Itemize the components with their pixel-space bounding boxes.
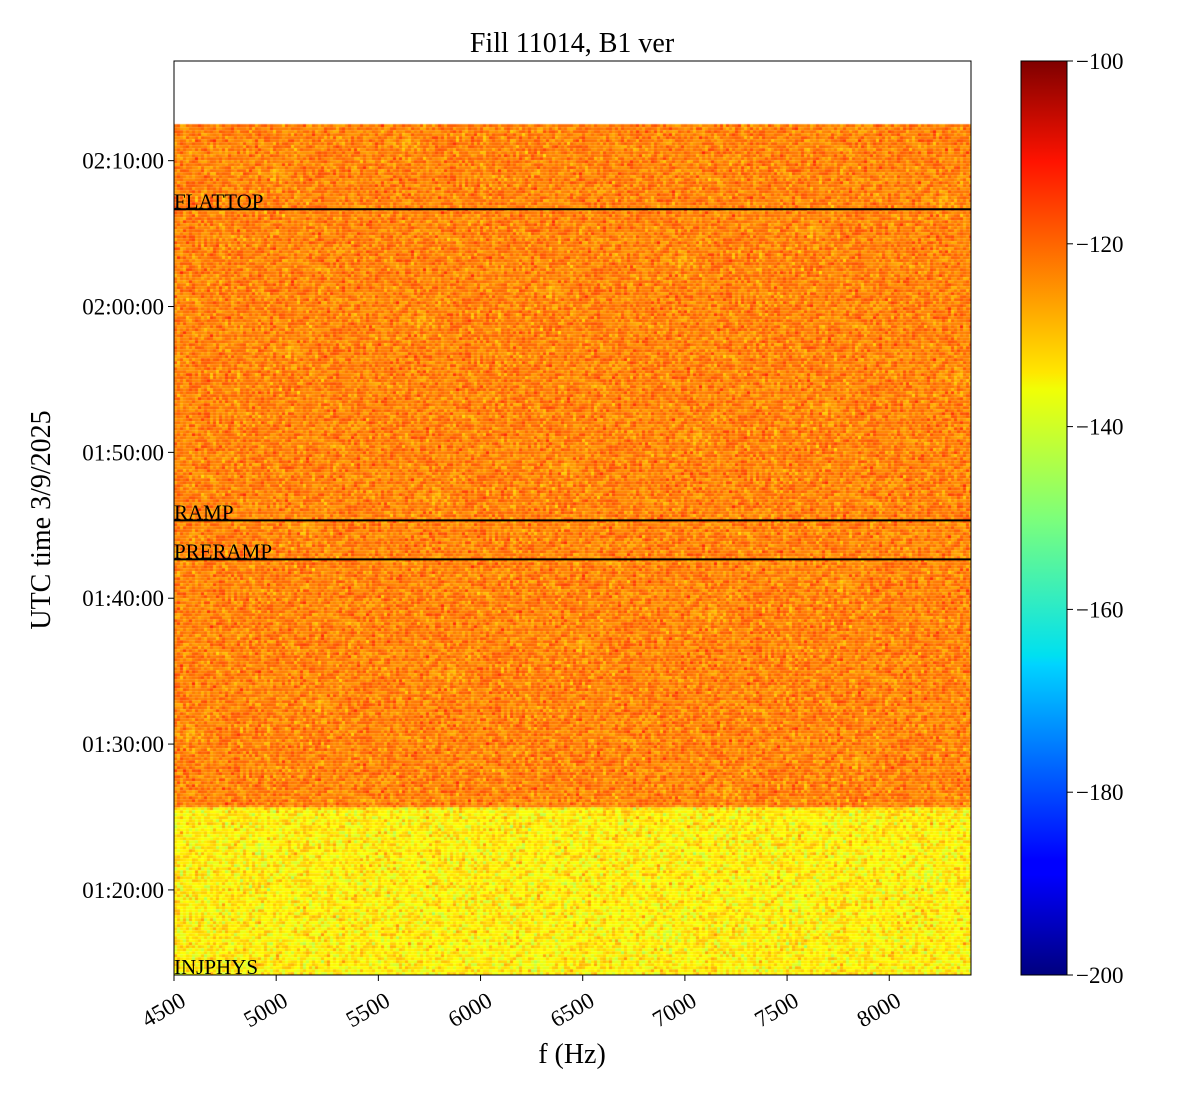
x-tick-label: 5500 xyxy=(342,988,394,1033)
y-tick-label: 02:10:00 xyxy=(82,149,164,174)
y-tick-label: 01:40:00 xyxy=(82,586,164,611)
colorbar xyxy=(1020,60,1068,976)
x-axis-ticks: 4500 5000 5500 6000 6500 7000 7500 8000 xyxy=(137,975,905,1032)
colorbar-ticks: −100 −120 −140 −160 −180 −200 xyxy=(1067,49,1123,988)
y-tick-label: 01:30:00 xyxy=(82,732,164,757)
x-tick-label: 7500 xyxy=(750,988,802,1033)
heatmap-cells xyxy=(174,61,971,975)
y-axis-label: UTC time 3/9/2025 xyxy=(26,410,57,629)
x-axis-label: f (Hz) xyxy=(538,1039,606,1070)
colorbar-tick-label: −120 xyxy=(1076,232,1123,257)
phase-label-flattop: FLATTOP xyxy=(174,189,263,213)
x-tick-label: 6500 xyxy=(546,988,598,1033)
colorbar-tick-label: −180 xyxy=(1076,780,1123,805)
chart-title: Fill 11014, B1 ver xyxy=(470,28,675,59)
y-tick-label: 01:20:00 xyxy=(82,878,164,903)
x-tick-label: 6000 xyxy=(444,988,496,1033)
x-tick-label: 5000 xyxy=(240,988,292,1033)
heatmap-area xyxy=(174,61,971,975)
x-tick-label: 4500 xyxy=(137,988,189,1033)
phase-label-ramp: RAMP xyxy=(174,500,234,524)
colorbar-tick-label: −160 xyxy=(1076,597,1123,622)
phase-label-preramp: PRERAMP xyxy=(174,539,272,563)
y-tick-label: 02:00:00 xyxy=(82,295,164,320)
y-tick-label: 01:50:00 xyxy=(82,440,164,465)
colorbar-tick-label: −140 xyxy=(1076,415,1123,440)
colorbar-tick-label: −100 xyxy=(1076,49,1123,74)
x-tick-label: 7000 xyxy=(648,988,700,1033)
plot-frame xyxy=(173,60,972,976)
x-tick-label: 8000 xyxy=(853,988,905,1033)
y-axis-ticks: 01:20:00 01:30:00 01:40:00 01:50:00 02:00:00… xyxy=(82,149,174,903)
colorbar-tick-label: −200 xyxy=(1076,963,1123,988)
